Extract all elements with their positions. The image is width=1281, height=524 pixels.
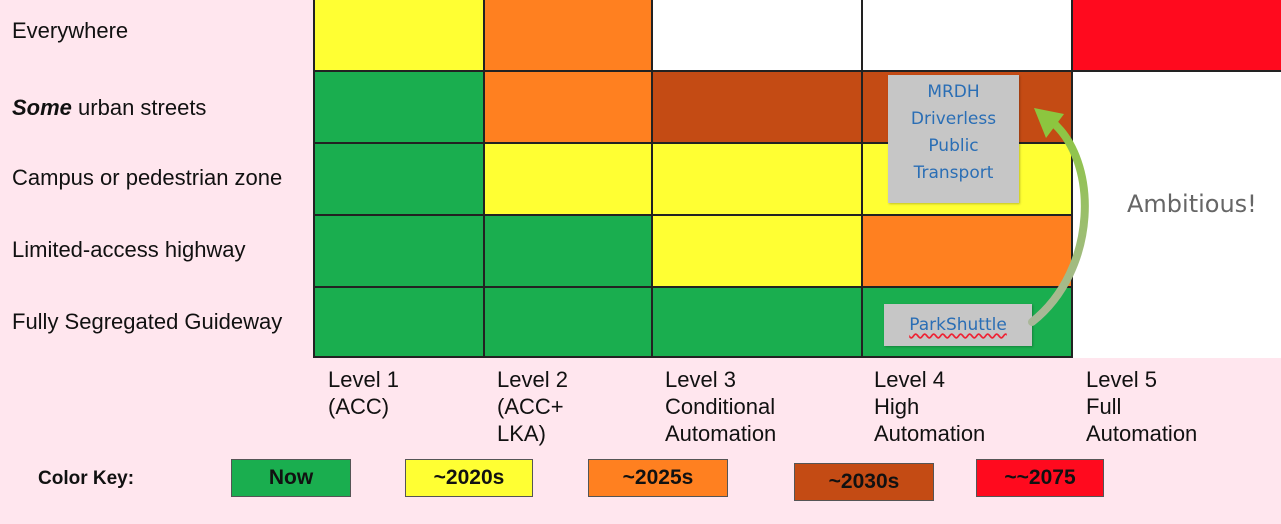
column-label-line: Level 1: [328, 367, 399, 392]
column-label-line: Level 3: [665, 367, 736, 392]
mrdh-note-line: Transport: [913, 163, 994, 183]
column-label-line: (ACC+: [497, 394, 564, 419]
grid-cell: [483, 142, 651, 214]
color-key-2075: ~~2075: [976, 459, 1104, 497]
column-label-line: High: [874, 394, 920, 419]
column-label-line: Level 4: [874, 367, 945, 392]
grid-line-horizontal: [313, 356, 1071, 358]
grid-cell: [1071, 214, 1281, 286]
column-label-level-2: Level 2 (ACC+ LKA): [497, 366, 568, 447]
color-key-2030s: ~2030s: [794, 463, 934, 501]
grid-cell: [861, 0, 1071, 70]
row-label-text: Limited-access highway: [12, 236, 246, 262]
grid-line-vertical: [1071, 0, 1073, 358]
row-label-campus: Campus or pedestrian zone: [12, 144, 312, 210]
grid-line-horizontal: [313, 286, 1071, 288]
column-label-level-5: Level 5 Full Automation: [1086, 366, 1197, 447]
progression-arrow: [1028, 108, 1089, 326]
row-label-highway: Limited-access highway: [12, 216, 312, 282]
row-label-text: Everywhere: [12, 17, 129, 43]
parkshuttle-note: ParkShuttle: [884, 304, 1032, 346]
parkshuttle-label: ParkShuttle: [909, 315, 1007, 335]
grid-cell: [313, 286, 483, 358]
row-label-text: Fully Segregated Guideway: [12, 308, 283, 334]
column-label-line: Automation: [874, 421, 986, 446]
mrdh-note: MRDH Driverless Public Transport: [888, 75, 1019, 203]
column-label-line: LKA): [497, 421, 546, 446]
grid-line-horizontal: [313, 214, 1071, 216]
column-label-level-1: Level 1 (ACC): [328, 366, 399, 420]
color-key-now: Now: [231, 459, 351, 497]
grid-line-vertical: [861, 0, 863, 358]
grid-cell: [483, 70, 651, 142]
column-label-line: Level 2: [497, 367, 568, 392]
grid-cell: [651, 70, 861, 142]
color-key-2025s: ~2025s: [588, 459, 728, 497]
column-label-line: Automation: [665, 421, 777, 446]
grid-cell: [483, 0, 651, 70]
column-label-level-3: Level 3 Conditional Automation: [665, 366, 776, 447]
row-label-everywhere: Everywhere: [12, 8, 312, 52]
column-label-line: Level 5: [1086, 367, 1157, 392]
grid-cell: [1071, 142, 1281, 214]
grid-line-horizontal: [313, 70, 1281, 72]
readiness-grid: [313, 0, 1281, 358]
column-label-line: Full: [1086, 394, 1122, 419]
color-key-2020s: ~2020s: [405, 459, 533, 497]
grid-line-horizontal: [313, 142, 1071, 144]
grid-cell: [483, 286, 651, 358]
ambitious-label: Ambitious!: [1127, 190, 1257, 218]
grid-cell: [651, 0, 861, 70]
mrdh-note-line: MRDH: [927, 82, 980, 102]
column-label-level-4: Level 4 High Automation: [874, 366, 985, 447]
grid-cell: [861, 214, 1071, 286]
grid-cell: [651, 142, 861, 214]
row-label-emphasis: Some: [12, 94, 72, 120]
grid-cell: [1071, 0, 1281, 70]
grid-line-vertical: [651, 0, 653, 358]
grid-cell: [1071, 70, 1281, 142]
row-label-text: urban streets: [71, 94, 207, 120]
row-label-text: Campus or pedestrian zone: [12, 164, 283, 190]
grid-line-vertical: [483, 0, 485, 358]
grid-cell: [313, 142, 483, 214]
grid-cell: [313, 70, 483, 142]
color-key-title: Color Key:: [38, 468, 135, 489]
grid-cell: [313, 0, 483, 70]
column-label-line: (ACC): [328, 394, 390, 419]
mrdh-note-line: Public: [928, 136, 979, 156]
grid-cell: [651, 286, 861, 358]
grid-cell: [651, 214, 861, 286]
grid-line-vertical: [313, 0, 315, 358]
row-label-urban-streets: Some urban streets: [12, 74, 312, 140]
grid-cell: [483, 214, 651, 286]
row-label-guideway: Fully Segregated Guideway: [12, 288, 312, 354]
mrdh-note-line: Driverless: [910, 109, 997, 129]
column-label-line: Automation: [1086, 421, 1198, 446]
column-label-line: Conditional: [665, 394, 776, 419]
grid-cell: [1071, 286, 1281, 358]
grid-cell: [313, 214, 483, 286]
